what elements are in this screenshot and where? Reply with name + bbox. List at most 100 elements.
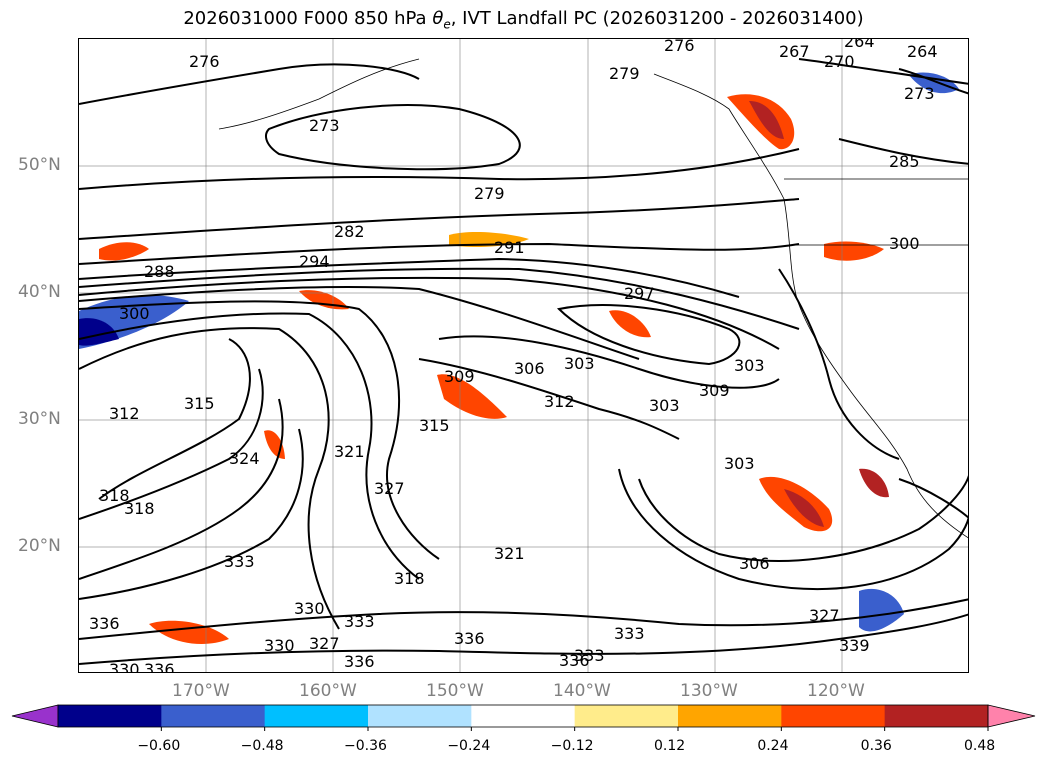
contour-line — [556, 304, 741, 366]
contour-label: 339 — [839, 636, 870, 655]
colorbar-tick-label: −0.48 — [240, 738, 284, 754]
contour-label: 333 — [344, 612, 375, 631]
contour-line — [79, 148, 800, 190]
shading-patch — [149, 620, 229, 644]
contour-label: 309 — [699, 381, 730, 400]
contour-line — [79, 242, 800, 265]
colorbar-bin — [574, 705, 679, 727]
contour-line — [79, 613, 968, 665]
contour-label: 336 — [454, 629, 485, 648]
contour-label: 330 — [294, 599, 325, 618]
contour-line — [98, 338, 251, 500]
colorbar-bin — [471, 705, 576, 727]
contour-label: 318 — [124, 499, 155, 518]
contour-label: 291 — [494, 238, 525, 257]
contour-label: 303 — [734, 356, 765, 375]
contour-line — [79, 300, 440, 560]
colorbar-tick-label: −0.12 — [550, 738, 594, 754]
lon-label-120w: 120°W — [807, 681, 865, 701]
contour-line — [79, 368, 264, 520]
contour-label: 264 — [844, 39, 875, 51]
contour-label: 333 — [224, 552, 255, 571]
contour-line — [898, 478, 968, 519]
contour-label: 312 — [109, 404, 140, 423]
colorbar-tick-label: −0.36 — [344, 738, 387, 754]
colorbar-tick-label: 0.24 — [757, 738, 789, 754]
contour-label: 282 — [334, 222, 365, 241]
shading-patch — [784, 489, 824, 527]
shading-patch — [99, 242, 149, 261]
contour-label: 336 — [89, 614, 120, 633]
contour-label: 273 — [309, 116, 340, 135]
contour-line — [898, 68, 968, 95]
contour-label: 327 — [374, 479, 405, 498]
gridlines — [79, 39, 968, 672]
contour-label: 315 — [184, 394, 215, 413]
colorbar-tick-label: −0.60 — [137, 738, 181, 754]
contour-line — [778, 268, 900, 460]
contour-label: 336 — [144, 660, 175, 673]
contour-label: 303 — [724, 454, 755, 473]
contour-label: 324 — [229, 449, 260, 468]
colorbar-bin — [781, 705, 886, 727]
colorbar-extend-low — [11, 704, 59, 728]
contour-line — [79, 598, 968, 640]
lon-label-140w: 140°W — [553, 681, 611, 701]
contour-label: 333 — [574, 646, 605, 665]
contour-label: 300 — [119, 304, 150, 323]
contour-line — [79, 267, 800, 330]
contour-line — [438, 335, 780, 389]
contour-label: 321 — [334, 442, 365, 461]
contour-label: 276 — [189, 52, 220, 71]
lat-label-20: 20°N — [18, 536, 61, 556]
title-prefix: 2026031000 F000 850 hPa — [183, 8, 433, 29]
contour-label: 330 — [264, 636, 295, 655]
contour-label: 264 — [907, 42, 938, 61]
map-title: 2026031000 F000 850 hPa θe, IVT Landfall… — [0, 8, 1047, 32]
contour-line — [79, 198, 800, 240]
contour-label: 327 — [809, 606, 840, 625]
colorbar-bin — [368, 705, 472, 727]
contour-label: 336 — [344, 652, 375, 671]
contour-line — [79, 63, 420, 105]
colorbar-bin — [161, 705, 266, 727]
contour-label: 273 — [904, 84, 935, 103]
contour-line — [618, 468, 968, 590]
contour-label: 309 — [444, 367, 475, 386]
colorbar-tick-label: −0.24 — [447, 738, 491, 754]
contour-label: 267 — [779, 42, 810, 61]
colorbar-frame — [57, 704, 989, 728]
title-theta-subscript: e — [443, 17, 451, 32]
lat-label-40: 40°N — [18, 282, 61, 302]
map-panel: 276 273 279 276 267 264 270 264 273 285 279 282 291 2… — [78, 38, 969, 673]
shading-layer — [79, 72, 959, 644]
contour-label: 327 — [309, 634, 340, 653]
contour-label: 315 — [419, 416, 450, 435]
lat-label-50: 50°N — [18, 155, 61, 175]
title-theta: θ — [432, 8, 444, 29]
contour-line — [418, 358, 680, 440]
contour-label: 312 — [544, 392, 575, 411]
shading-patch — [859, 468, 889, 498]
contour-label: 279 — [474, 184, 505, 203]
colorbar-tick-label: 0.12 — [654, 738, 686, 754]
contour-line — [79, 428, 304, 600]
shading-patch — [609, 310, 651, 338]
contour-label: 276 — [664, 39, 695, 55]
contour-label: 333 — [614, 624, 645, 643]
contour-label: 306 — [514, 359, 545, 378]
shading-patch — [749, 101, 784, 139]
colorbar-bin — [884, 705, 989, 727]
contour-line — [79, 257, 740, 298]
contour-label: 330 — [109, 660, 140, 673]
contour-line — [79, 286, 640, 360]
contour-label: 303 — [564, 354, 595, 373]
colorbar-tick-label: 0.36 — [860, 738, 892, 754]
contour-label: 300 — [889, 234, 920, 253]
contour-label: 285 — [889, 152, 920, 171]
contour-line — [79, 312, 420, 580]
lon-label-150w: 150°W — [426, 681, 484, 701]
contour-line — [798, 58, 968, 85]
